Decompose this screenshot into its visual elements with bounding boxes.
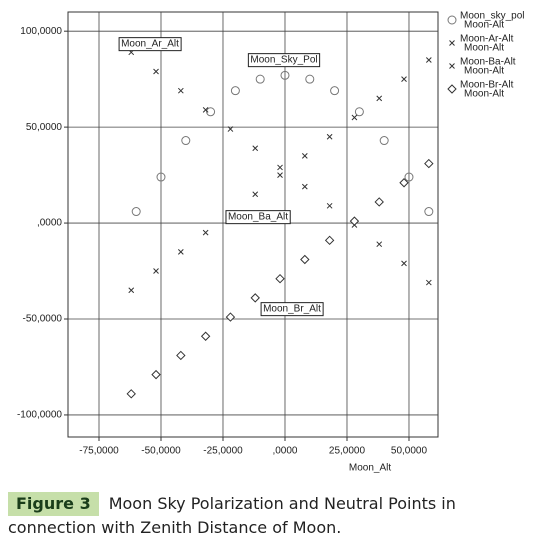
point	[128, 287, 135, 294]
caption: Figure 3 Moon Sky Polarization and Neutra…	[8, 492, 536, 540]
annotation-box	[225, 210, 291, 225]
y-tick-label: -100,0000	[17, 410, 62, 421]
point	[252, 191, 259, 198]
legend-label: Moon-Alt	[464, 43, 504, 54]
y-tick-label: 50,0000	[26, 122, 63, 133]
caption-text: Moon Sky Polarization and Neutral Points…	[8, 494, 456, 537]
point	[425, 279, 432, 286]
legend-symbol	[449, 40, 455, 46]
point	[399, 178, 409, 188]
legend-label: Moon-Alt	[464, 66, 504, 77]
legend-label: Moon-Ba-Alt	[460, 57, 516, 68]
y-tick-label: -50,0000	[23, 314, 63, 325]
point	[200, 331, 211, 341]
point	[131, 207, 141, 217]
x-tick-label: ,0000	[272, 446, 297, 457]
point	[275, 273, 285, 284]
y-tick-label: 100,0000	[20, 26, 62, 37]
point	[326, 133, 333, 140]
point	[401, 76, 407, 83]
annotation: Moon_Ar_Alt	[118, 37, 182, 52]
point	[305, 74, 315, 84]
point	[202, 107, 209, 113]
annotation-label: Moon_Ba_Alt	[228, 212, 288, 223]
point	[230, 86, 240, 96]
point	[252, 145, 259, 152]
annotation: Moon_Sky_Pol	[247, 53, 321, 68]
point	[225, 312, 236, 322]
point	[374, 197, 384, 207]
x-tick-label: -75,0000	[79, 446, 119, 457]
legend-label: Moon-Ar-Alt	[460, 34, 514, 45]
point	[330, 86, 340, 96]
point	[126, 389, 136, 399]
point	[425, 57, 432, 63]
point	[301, 183, 308, 190]
point	[277, 164, 283, 171]
chart: Moon_Alt -75,0000 -50,0000 -25,0000 ,0000 25…	[17, 11, 525, 474]
annotation: Moon_Br_Alt	[260, 302, 324, 317]
point	[376, 241, 383, 248]
point	[424, 207, 434, 217]
point	[202, 229, 209, 236]
point	[379, 136, 389, 146]
annotation-box	[260, 302, 324, 317]
point	[181, 136, 191, 146]
legend-label: Moon-Br-Alt	[460, 80, 514, 91]
y-tick-label: ,0000	[37, 218, 62, 229]
point	[300, 254, 310, 265]
legend-label: Moon-Alt	[464, 89, 504, 100]
point	[354, 107, 364, 117]
point	[177, 87, 184, 94]
annotation-box	[118, 37, 182, 52]
caption-label: Figure 3	[8, 492, 99, 516]
point	[324, 235, 335, 246]
annotation: Moon_Ba_Alt	[225, 210, 291, 225]
x-tick-label: 25,0000	[329, 446, 366, 457]
point	[153, 268, 159, 274]
point	[280, 70, 290, 80]
x-tick-label: -25,0000	[203, 446, 243, 457]
point	[206, 107, 216, 117]
point	[176, 350, 186, 361]
plot-area	[67, 11, 439, 438]
point	[250, 293, 260, 303]
point	[156, 172, 166, 182]
legend-label: Moon-Alt	[464, 20, 504, 31]
x-tick-label: 50,0000	[391, 446, 428, 457]
legend-label: Moon_sky_pol	[460, 11, 524, 22]
point	[151, 369, 161, 380]
point	[177, 248, 184, 255]
annotation-box	[247, 53, 321, 68]
legend-symbol	[447, 15, 457, 25]
legend-symbol	[449, 63, 455, 69]
point	[376, 95, 383, 102]
annotation-label: Moon_Sky_Pol	[250, 55, 317, 66]
legend-symbol	[447, 84, 457, 94]
point	[255, 74, 265, 84]
point	[349, 216, 360, 226]
annotation-label: Moon_Ar_Alt	[121, 39, 179, 50]
x-axis-label: Moon_Alt	[349, 463, 391, 474]
point	[351, 114, 358, 121]
point	[153, 68, 159, 75]
point	[227, 126, 234, 132]
point	[404, 172, 414, 182]
x-tick-label: -50,0000	[141, 446, 181, 457]
point	[326, 202, 333, 209]
point	[277, 172, 283, 178]
point	[424, 158, 434, 169]
point	[301, 153, 308, 159]
annotation-label: Moon_Br_Alt	[263, 304, 321, 315]
point	[401, 260, 407, 267]
